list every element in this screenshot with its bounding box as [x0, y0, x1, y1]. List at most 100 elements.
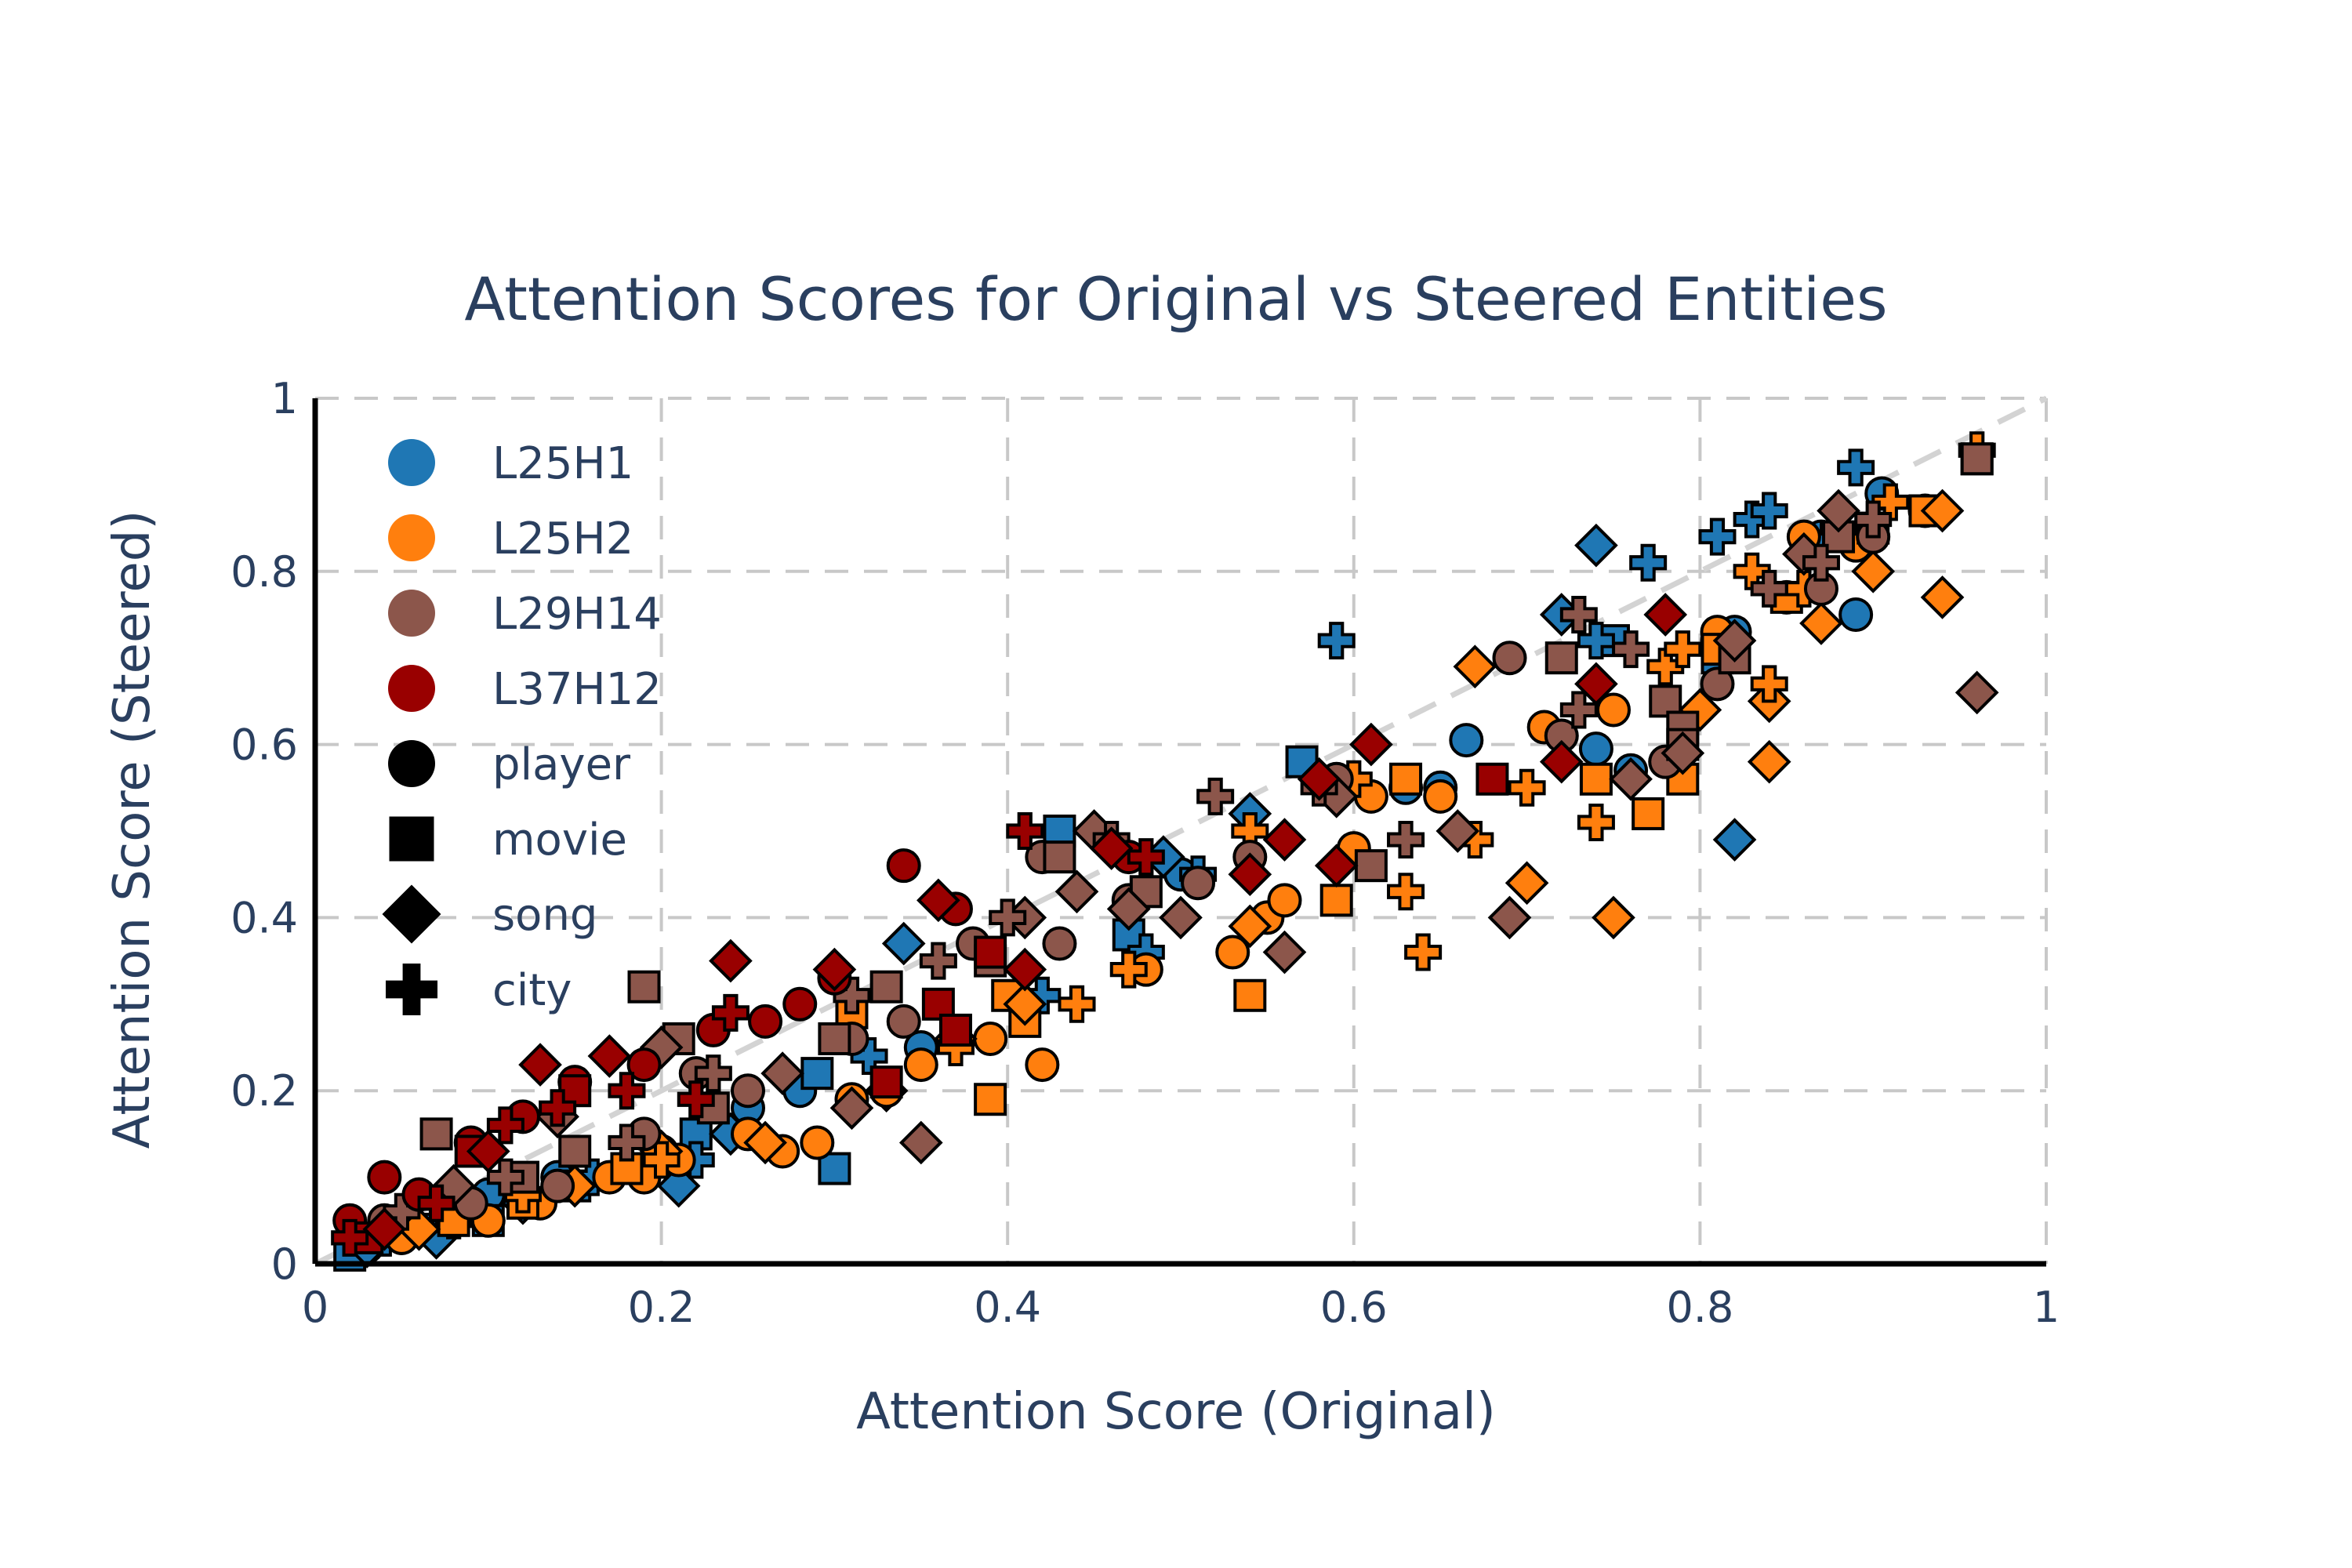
data-point: [881, 921, 926, 966]
data-point: [1404, 933, 1443, 971]
data-point: [1592, 895, 1635, 940]
data-point: [1664, 630, 1702, 669]
data-point: [417, 1184, 456, 1222]
x-tick-label: 0.2: [628, 1283, 695, 1332]
data-point: [812, 947, 857, 992]
data-point: [1109, 950, 1148, 989]
data-point: [869, 1065, 903, 1099]
data-point: [362, 1207, 407, 1251]
data-point: [1025, 1047, 1060, 1083]
data-point: [1504, 861, 1549, 906]
data-point: [608, 1123, 646, 1162]
data-point: [1646, 648, 1685, 686]
data-point: [1387, 873, 1425, 911]
data-point: [1559, 691, 1598, 729]
data-point: [1389, 762, 1423, 796]
data-point: [898, 1120, 943, 1165]
data-point: [1449, 723, 1484, 758]
data-point: [1579, 762, 1613, 796]
data-point: [1871, 483, 1910, 521]
legend-marker-movie: [389, 816, 434, 862]
series-l29h14-song: [431, 488, 1999, 1208]
x-tick-label: 0.6: [1320, 1283, 1388, 1332]
legend-marker-l37h12: [388, 665, 435, 712]
x-tick-label: 1: [2033, 1283, 2060, 1332]
data-point: [1196, 777, 1235, 815]
legend-label: song: [492, 890, 597, 941]
identity-line: [314, 395, 2048, 1267]
data-point: [1475, 762, 1509, 796]
series-l37h12-song: [362, 593, 1688, 1251]
data-point: [1003, 947, 1047, 992]
data-point: [1228, 852, 1272, 897]
data-point: [1609, 757, 1653, 801]
series-l29h14-city: [383, 500, 1893, 1231]
data-point: [1577, 803, 1615, 841]
data-point: [1544, 641, 1578, 675]
data-point: [782, 986, 818, 1022]
data-point: [626, 1047, 662, 1083]
data-point: [1228, 904, 1272, 949]
legend-label: player: [492, 739, 631, 790]
y-tick-label: 0.6: [230, 720, 298, 770]
data-point: [587, 1034, 632, 1078]
legend-marker-l29h14: [388, 590, 435, 637]
data-point: [1043, 840, 1076, 874]
data-point: [1750, 569, 1788, 608]
data-point: [1319, 884, 1353, 917]
data-point: [486, 1106, 524, 1145]
data-point: [1629, 543, 1668, 582]
y-tick-label: 1: [271, 374, 298, 423]
data-point: [973, 1021, 1008, 1056]
data-point: [608, 1072, 646, 1110]
data-point: [1058, 985, 1096, 1023]
data-point: [677, 1080, 715, 1119]
data-point: [1712, 818, 1757, 862]
series-l25h1-city: [365, 448, 1875, 1257]
series-l37h12-city: [331, 812, 1165, 1257]
data-point: [1837, 448, 1875, 487]
data-point: [1750, 492, 1788, 530]
data-point: [1661, 731, 1705, 775]
data-point: [974, 1083, 1007, 1116]
data-point: [1317, 622, 1356, 660]
y-tick-label: 0: [271, 1240, 298, 1289]
data-point: [916, 878, 960, 923]
data-point: [539, 1089, 577, 1127]
legend: L25H1 L25H2 L29H14 L37H12 player movie song cit…: [382, 438, 662, 1016]
data-point: [800, 1057, 834, 1091]
legend-label: city: [492, 965, 572, 1016]
legend-marker-city: [386, 964, 437, 1015]
data-point: [731, 1073, 765, 1109]
data-point: [1181, 866, 1216, 901]
data-point: [1612, 630, 1650, 669]
data-point: [1955, 670, 1999, 715]
data-point: [989, 898, 1027, 937]
data-point: [1262, 930, 1307, 975]
data-point: [1643, 593, 1688, 637]
data-point: [558, 1134, 592, 1168]
data-point: [938, 1013, 972, 1047]
data-point: [1700, 666, 1735, 702]
data-point: [627, 970, 661, 1004]
data-point: [1042, 926, 1077, 961]
data-point: [886, 1004, 921, 1039]
data-point: [903, 1047, 938, 1083]
data-point: [1920, 488, 1965, 533]
data-point: [1262, 818, 1307, 862]
data-point: [1106, 887, 1151, 931]
data-point: [748, 1004, 783, 1039]
x-tick-label: 0.4: [974, 1283, 1041, 1332]
y-axis-title: Attention Score (Steered): [103, 510, 162, 1149]
data-point: [743, 1120, 787, 1165]
data-point: [642, 1141, 681, 1179]
legend-label: L37H12: [492, 664, 662, 715]
legend-marker-l25h2: [388, 514, 435, 561]
data-point: [1314, 844, 1359, 887]
data-point: [1851, 549, 1896, 593]
legend-label: L29H14: [492, 589, 662, 640]
data-point: [1487, 895, 1532, 940]
reference-line: [314, 395, 2048, 1267]
